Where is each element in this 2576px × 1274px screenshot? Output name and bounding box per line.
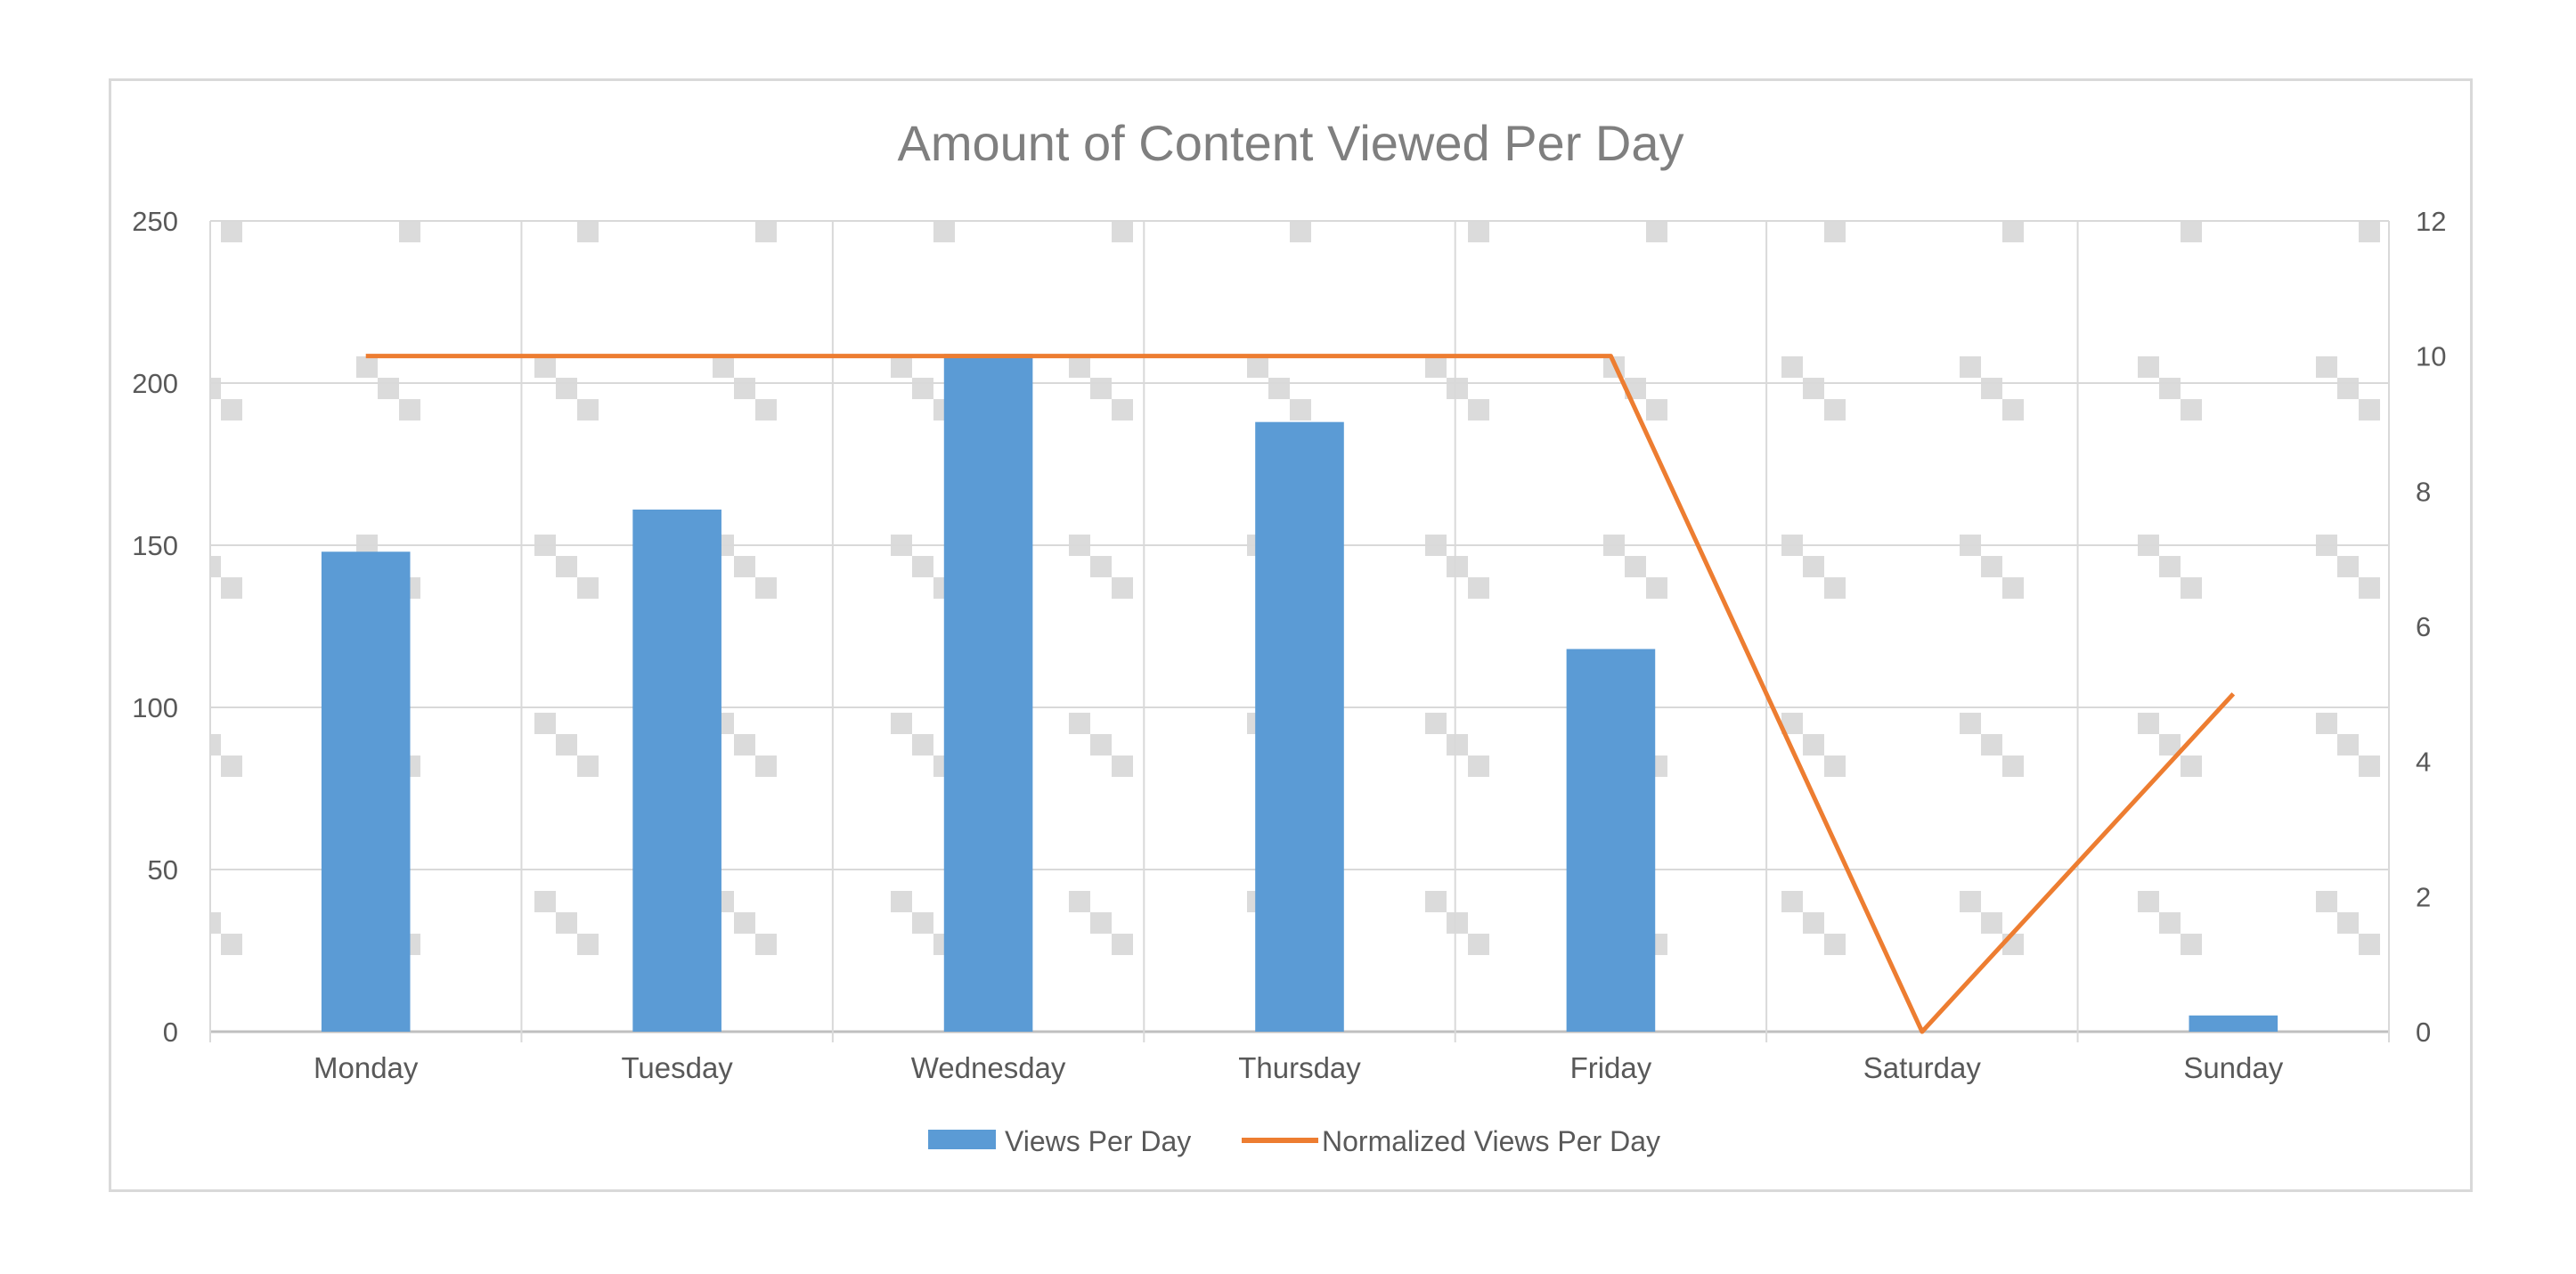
y-right-tick-label: 4 bbox=[2416, 747, 2431, 778]
legend-label-normalized: Normalized Views Per Day bbox=[1322, 1125, 1660, 1157]
y-left-tick-label: 150 bbox=[132, 530, 178, 561]
chart-title: Amount of Content Viewed Per Day bbox=[897, 115, 1683, 171]
y-right-tick-label: 2 bbox=[2416, 881, 2431, 912]
bar-friday bbox=[1566, 649, 1656, 1032]
bar-monday bbox=[321, 551, 411, 1032]
x-category-label: Tuesday bbox=[621, 1051, 733, 1084]
x-category-label: Thursday bbox=[1238, 1051, 1361, 1084]
bar-tuesday bbox=[632, 509, 721, 1032]
y-right-tick-label: 0 bbox=[2416, 1017, 2431, 1048]
y-left-tick-label: 250 bbox=[132, 206, 178, 237]
line-normalized-views bbox=[365, 354, 2236, 1034]
y-right-tick-label: 12 bbox=[2416, 206, 2446, 237]
x-category-label: Monday bbox=[314, 1051, 419, 1084]
y-right-tick-label: 6 bbox=[2416, 611, 2431, 642]
x-category-label: Wednesday bbox=[911, 1051, 1066, 1084]
legend-swatch-views bbox=[928, 1130, 996, 1149]
bar-wednesday bbox=[943, 354, 1033, 1032]
bar-thursday bbox=[1255, 421, 1344, 1032]
legend-label-views: Views Per Day bbox=[1005, 1125, 1191, 1157]
y-right-tick-label: 10 bbox=[2416, 341, 2446, 372]
legend: Views Per Day Normalized Views Per Day bbox=[928, 1125, 1660, 1157]
y-right-tick-label: 8 bbox=[2416, 476, 2431, 507]
y-left-tick-label: 0 bbox=[163, 1017, 178, 1048]
x-category-label: Sunday bbox=[2183, 1051, 2283, 1084]
y-left-tick-label: 50 bbox=[148, 854, 178, 886]
y-left-tick-label: 100 bbox=[132, 692, 178, 723]
x-category-label: Saturday bbox=[1863, 1051, 1982, 1084]
bar-sunday bbox=[2189, 1015, 2278, 1032]
x-category-label: Friday bbox=[1570, 1051, 1652, 1084]
y-left-tick-label: 200 bbox=[132, 368, 178, 399]
